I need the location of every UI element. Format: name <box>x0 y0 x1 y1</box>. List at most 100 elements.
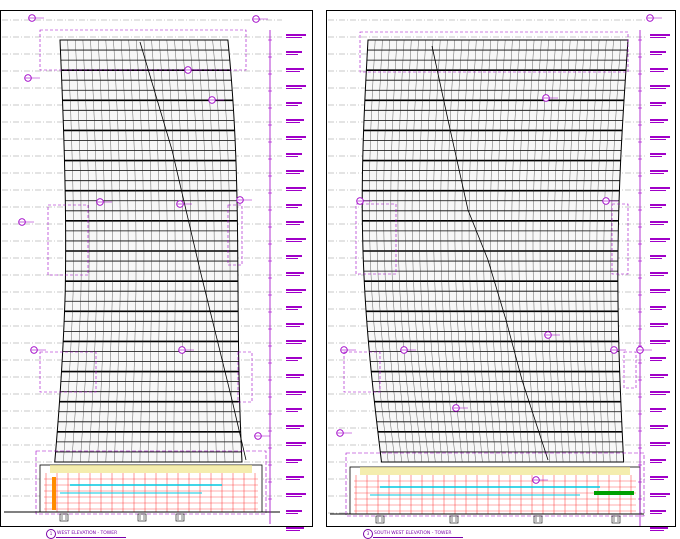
level-tag-icon <box>650 153 666 155</box>
facade-fold-line <box>431 45 549 461</box>
level-tag-icon <box>650 224 664 225</box>
level-tag-icon <box>650 51 666 53</box>
mullion <box>189 39 200 463</box>
column-symbol <box>611 515 621 524</box>
podium-green <box>594 491 634 495</box>
level-tag-icon <box>286 136 306 138</box>
mullion <box>419 39 436 463</box>
level-tag-icon <box>286 275 300 276</box>
level-tag-icon <box>650 204 666 206</box>
level-tag-icon <box>286 190 302 191</box>
level-tag-icon <box>286 170 304 172</box>
mullion <box>63 39 74 463</box>
level-tag-icon <box>286 496 302 497</box>
level-tag-icon <box>650 207 662 208</box>
level-tag-icon <box>650 326 664 327</box>
mullion <box>143 39 152 463</box>
mullion <box>596 39 607 463</box>
facade-fold-line <box>139 41 247 461</box>
podium-band <box>360 467 630 475</box>
level-tag-icon <box>286 527 304 529</box>
mullion <box>204 39 217 463</box>
level-tag-icon <box>286 510 302 512</box>
level-tag-icon <box>286 102 302 104</box>
level-tag-icon <box>650 102 666 104</box>
level-tag-icon <box>286 340 306 342</box>
level-tag-icon <box>650 394 666 395</box>
level-tag-icon <box>650 442 670 444</box>
mullion <box>376 39 396 463</box>
level-tag-icon <box>286 459 302 461</box>
level-tag-icon <box>286 88 302 89</box>
column-symbol <box>175 513 185 522</box>
level-tag-icon <box>286 238 306 240</box>
detail-callout <box>237 351 253 403</box>
level-tag-icon <box>650 510 666 512</box>
level-tag-icon <box>286 34 306 36</box>
level-tag-icon <box>650 258 662 259</box>
level-tag-icon <box>286 37 302 38</box>
mullion <box>212 39 226 463</box>
level-tag-icon <box>286 289 306 291</box>
mullion <box>468 39 483 463</box>
level-tag-icon <box>286 71 300 72</box>
mullion <box>128 39 137 463</box>
mullion <box>532 39 544 463</box>
mullion <box>105 39 113 463</box>
level-tag-icon <box>650 374 668 376</box>
sheet-frame-west <box>0 10 313 527</box>
mullion <box>525 39 537 463</box>
mullion <box>568 39 578 463</box>
level-tag-icon <box>286 442 306 444</box>
detail-callout <box>355 203 397 275</box>
mullion <box>547 39 557 463</box>
column-symbol <box>449 515 459 524</box>
sheet-frames <box>0 10 676 527</box>
detail-callout <box>343 351 381 393</box>
level-tag-icon <box>286 292 302 293</box>
level-tag-icon <box>286 374 304 376</box>
mullion <box>397 39 416 463</box>
mullion <box>426 39 443 463</box>
mullion <box>476 39 490 463</box>
level-tag-icon <box>286 394 302 395</box>
level-tag-icon <box>650 360 662 361</box>
sheet-frame-southwest <box>326 10 676 527</box>
podium-callout <box>35 450 267 515</box>
detail-callout <box>227 204 243 266</box>
level-tag-icon <box>286 323 304 325</box>
mullion <box>120 39 129 463</box>
level-tag-icon <box>650 462 662 463</box>
level-tag-icon <box>650 272 668 274</box>
level-tag-icon <box>286 479 300 480</box>
mullion <box>582 39 593 463</box>
level-tag-icon <box>286 391 306 393</box>
level-tag-icon <box>286 360 298 361</box>
level-tag-icon <box>286 513 298 514</box>
mullion <box>490 39 503 463</box>
level-tag-icon <box>650 85 670 87</box>
mullion <box>589 39 600 463</box>
mullion <box>88 39 98 463</box>
mullion <box>220 39 234 463</box>
level-tag-icon <box>286 68 304 70</box>
podium-callout <box>345 452 645 517</box>
level-tag-icon <box>650 425 668 427</box>
level-tag-icon <box>650 292 666 293</box>
mullion <box>383 39 402 463</box>
level-tag-icon <box>286 326 300 327</box>
level-tag-icon <box>286 255 302 257</box>
level-tag-icon <box>650 496 666 497</box>
level-tag-icon <box>286 258 298 259</box>
mullion <box>454 39 470 463</box>
level-tag-icon <box>650 71 664 72</box>
mullion <box>497 39 510 463</box>
level-tag-icon <box>650 411 662 412</box>
crown-callout <box>39 29 247 71</box>
column-symbol <box>137 513 147 522</box>
level-tag-icon <box>650 459 666 461</box>
detail-callout <box>611 203 629 275</box>
level-tag-icon <box>650 105 662 106</box>
mullion <box>483 39 497 463</box>
level-tag-icon <box>286 357 302 359</box>
